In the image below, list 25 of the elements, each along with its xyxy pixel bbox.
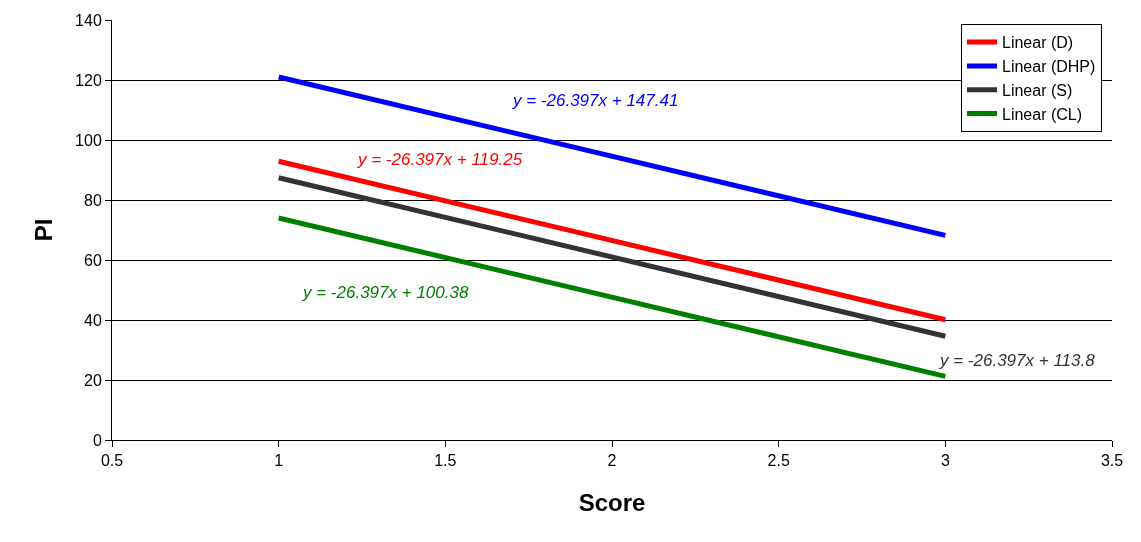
legend-label: Linear (S) [1002,81,1073,99]
x-tick-label: 3 [940,452,950,470]
x-tick-label: 3.5 [1100,452,1124,470]
annotation: y = -26.397x + 113.8 [939,351,1096,370]
annotation: y = -26.397x + 100.38 [302,283,469,302]
y-tick-label: 100 [75,131,102,149]
y-tick-label: 120 [75,71,102,89]
y-tick-label: 40 [84,311,102,329]
y-tick-label: 0 [92,431,102,449]
y-tick-label: 80 [84,191,102,209]
legend-label: Linear (CL) [1002,105,1083,123]
y-tick-label: 60 [84,251,102,269]
y-axis-title: PI [30,218,58,242]
legend-label: Linear (D) [1002,34,1074,52]
annotation: y = -26.397x + 147.41 [512,91,679,110]
x-tick-label: 1.5 [434,452,457,470]
annotation: y = -26.397x + 119.25 [357,150,523,169]
y-tick-label: 20 [84,371,102,389]
x-tick-label: 2 [607,452,617,470]
x-tick-label: 2.5 [767,452,790,470]
x-axis-title: Score [578,488,646,516]
y-tick-label: 140 [75,11,102,29]
x-tick-label: 0.5 [100,452,124,470]
legend-label: Linear (DHP) [1002,58,1096,76]
x-tick-label: 1 [274,452,284,470]
